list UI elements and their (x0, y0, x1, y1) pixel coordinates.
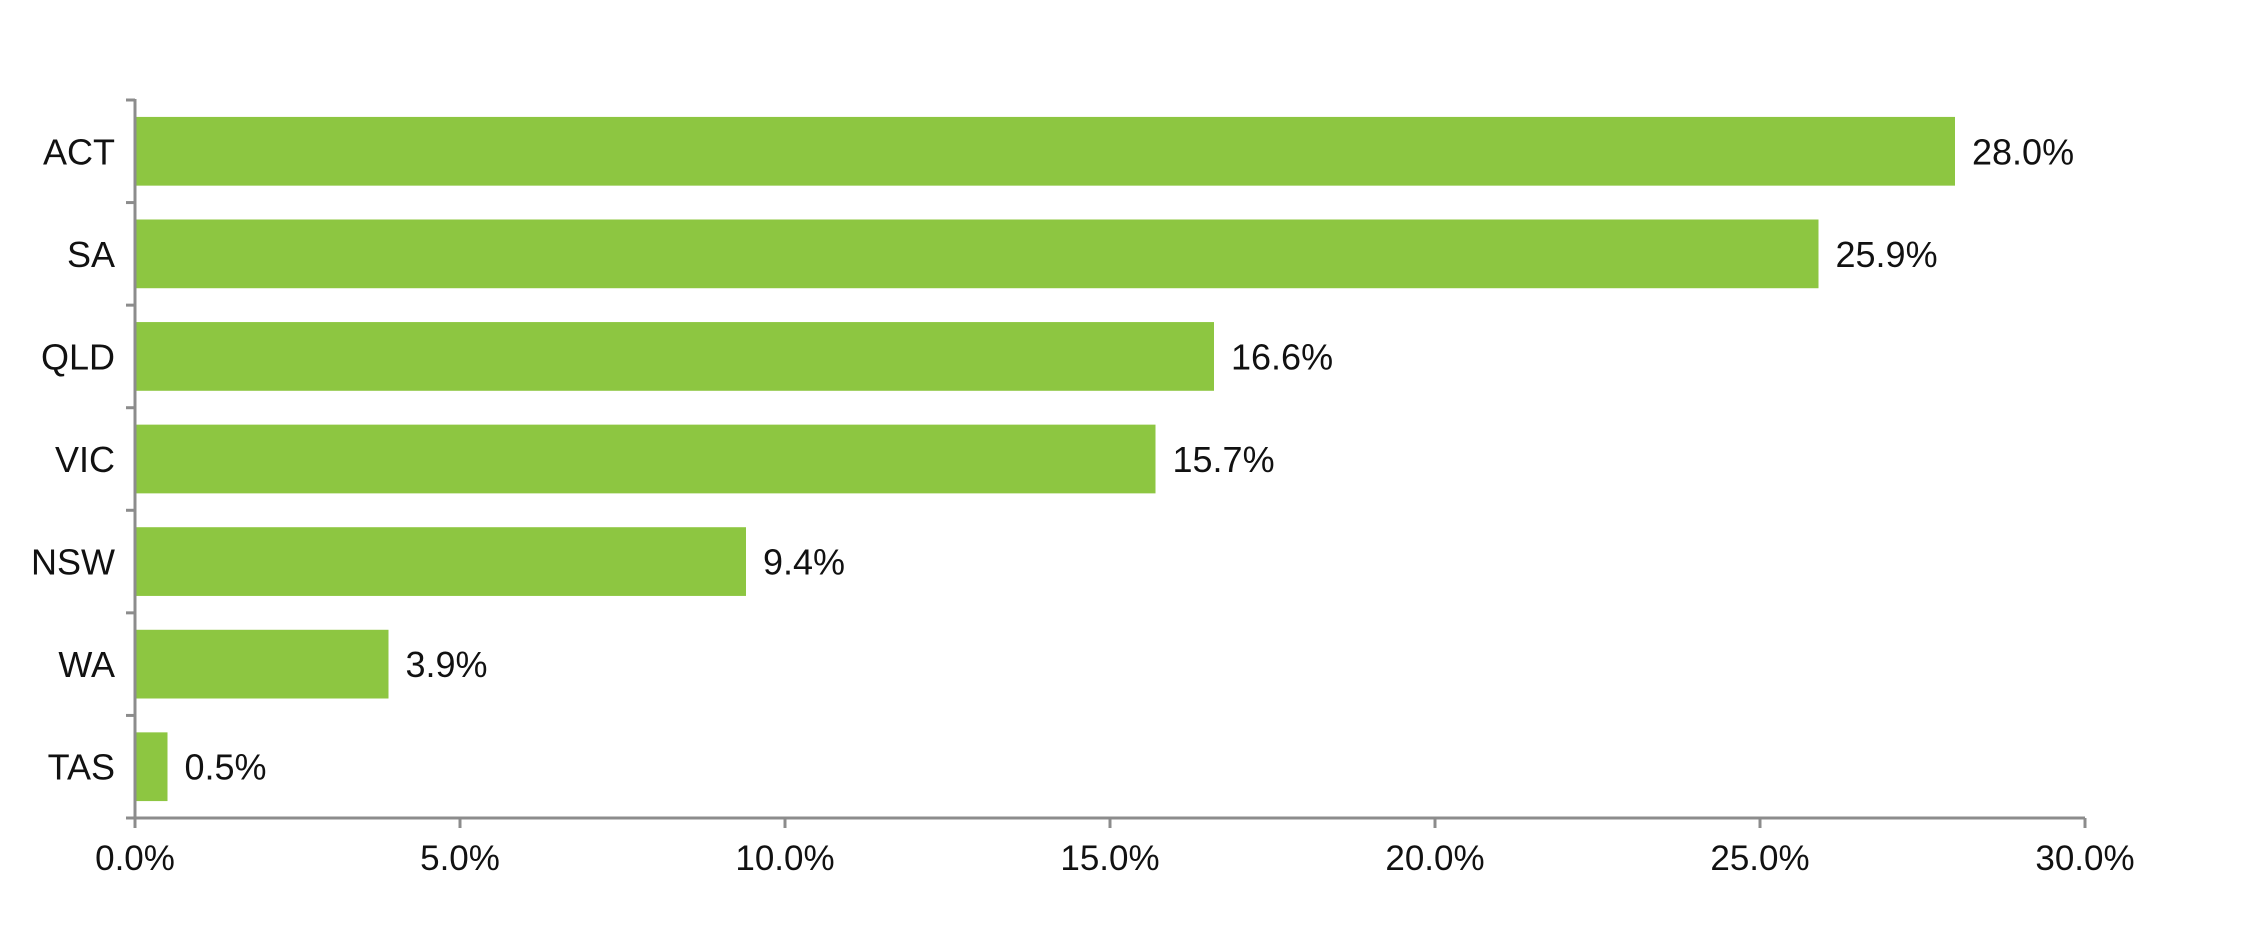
bar-wa (136, 629, 389, 699)
axes-layer (126, 98, 2087, 828)
x-tick-label: 5.0% (420, 839, 500, 878)
data-label-vic: 15.7% (1173, 439, 1275, 480)
category-label-act: ACT (43, 131, 115, 172)
x-tick-label: 10.0% (735, 839, 834, 878)
data-label-wa: 3.9% (406, 644, 488, 685)
data-label-qld: 16.6% (1231, 336, 1333, 377)
category-label-sa: SA (67, 234, 115, 275)
bar-sa (136, 219, 1819, 289)
bar-tas (136, 732, 168, 802)
bar-vic (136, 424, 1156, 494)
bar-act (136, 116, 1955, 186)
bars-layer (136, 116, 1955, 802)
category-label-nsw: NSW (31, 542, 115, 583)
data-label-tas: 0.5% (185, 747, 267, 788)
category-label-vic: VIC (55, 439, 115, 480)
category-label-wa: WA (58, 644, 115, 685)
labels-layer: ACT 28.0% SA 25.9% QLD 16.6% VIC 15.7% NSW 9.4% WA… (31, 131, 2135, 878)
x-tick-label: 25.0% (1710, 839, 1809, 878)
x-tick-label: 30.0% (2035, 839, 2134, 878)
data-label-nsw: 9.4% (763, 542, 845, 583)
bar-nsw (136, 527, 746, 596)
bar-qld (136, 322, 1214, 391)
x-tick-label: 20.0% (1385, 839, 1484, 878)
data-label-sa: 25.9% (1836, 234, 1938, 275)
category-label-qld: QLD (41, 336, 115, 377)
data-label-act: 28.0% (1972, 131, 2074, 172)
x-tick-label: 0.0% (95, 839, 175, 878)
x-tick-label: 15.0% (1060, 839, 1159, 878)
category-label-tas: TAS (48, 747, 115, 788)
